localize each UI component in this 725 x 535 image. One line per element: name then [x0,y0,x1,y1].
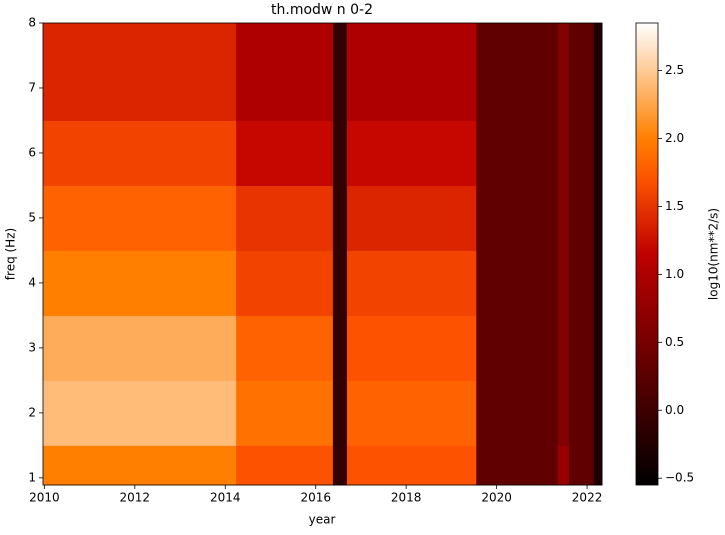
heatmap-cell [346,120,477,186]
heatmap-cell [593,315,603,381]
heatmap-cell [346,23,477,121]
colorbar-tick-label: 0.5 [665,335,684,349]
x-tick-label: 2012 [120,491,151,505]
x-tick-label: 2022 [572,491,603,505]
y-tick-label: 7 [28,80,36,94]
heatmap-cell [593,23,603,121]
heatmap-cell [568,250,595,316]
heatmap-cell [557,315,570,381]
colorbar-tick-label: 2.5 [665,63,684,77]
colorbar-tick-label: 1.0 [665,267,684,281]
heatmap-cell [476,23,559,121]
x-tick-label: 2018 [391,491,422,505]
y-axis-label: freq (Hz) [4,228,18,280]
y-tick-label: 6 [28,145,36,159]
heatmap-cell [568,120,595,186]
heatmap-cell [568,380,595,446]
heatmap-cell [236,250,334,316]
colorbar [635,22,659,486]
heatmap-cell [557,250,570,316]
x-tick-label: 2014 [210,491,241,505]
heatmap-cell [43,185,237,251]
heatmap-cell [332,23,348,121]
heatmap-cell [43,120,237,186]
heatmap-cell [236,120,334,186]
heatmap-cell [476,380,559,446]
heatmap-cell [557,23,570,121]
heatmap-cell [43,445,237,486]
heatmap-cell [593,120,603,186]
heatmap-cell [593,445,603,486]
heatmap-cell [332,445,348,486]
colorbar-label: log10(nm**2/s) [707,208,721,300]
heatmap-cell [568,315,595,381]
heatmap-cell [346,250,477,316]
heatmap-cell [332,250,348,316]
heatmap-cell [557,185,570,251]
colorbar-tick-label: 1.5 [665,199,684,213]
heatmap-cell [476,250,559,316]
heatmap-cell [236,185,334,251]
x-axis-label: year [309,513,336,527]
heatmap-cell [236,315,334,381]
y-tick-label: 1 [28,470,36,484]
heatmap-cell [332,315,348,381]
plot-frame [42,22,603,486]
y-tick-label: 5 [28,210,36,224]
heatmap-cell [476,445,559,486]
heatmap-cell [346,185,477,251]
heatmap-cell [346,315,477,381]
heatmap-cell [557,380,570,446]
y-tick-label: 2 [28,405,36,419]
heatmap-cell [593,250,603,316]
heatmap-cell [236,380,334,446]
heatmap-cell [568,23,595,121]
heatmap-cell [43,315,237,381]
heatmap-cell [346,445,477,486]
heatmap-cell [593,185,603,251]
colorbar-tick-label: −0.5 [665,471,694,485]
heatmap-cell [332,120,348,186]
heatmap-cell [332,380,348,446]
y-tick-label: 4 [28,275,36,289]
heatmap-cell [568,185,595,251]
heatmap-cell [236,23,334,121]
colorbar-tick-label: 0.0 [665,403,684,417]
heatmap-cell [43,380,237,446]
heatmap-cell [476,185,559,251]
heatmap-cell [476,120,559,186]
heatmap-cell [236,445,334,486]
heatmap-cell [568,445,595,486]
heatmap-cell [476,315,559,381]
heatmap-cell [557,445,570,486]
x-tick-label: 2010 [29,491,60,505]
y-tick-label: 3 [28,340,36,354]
heatmap-cell [43,23,237,121]
colorbar-tick-label: 2.0 [665,131,684,145]
heatmap-cell [332,185,348,251]
chart-title: th.modw n 0-2 [271,2,373,18]
x-tick-label: 2016 [300,491,331,505]
heatmap-cell [593,380,603,446]
y-tick-label: 8 [28,16,36,30]
heatmap-cell [43,250,237,316]
heatmap-cell [346,380,477,446]
heatmap-cell [557,120,570,186]
x-tick-label: 2020 [481,491,512,505]
